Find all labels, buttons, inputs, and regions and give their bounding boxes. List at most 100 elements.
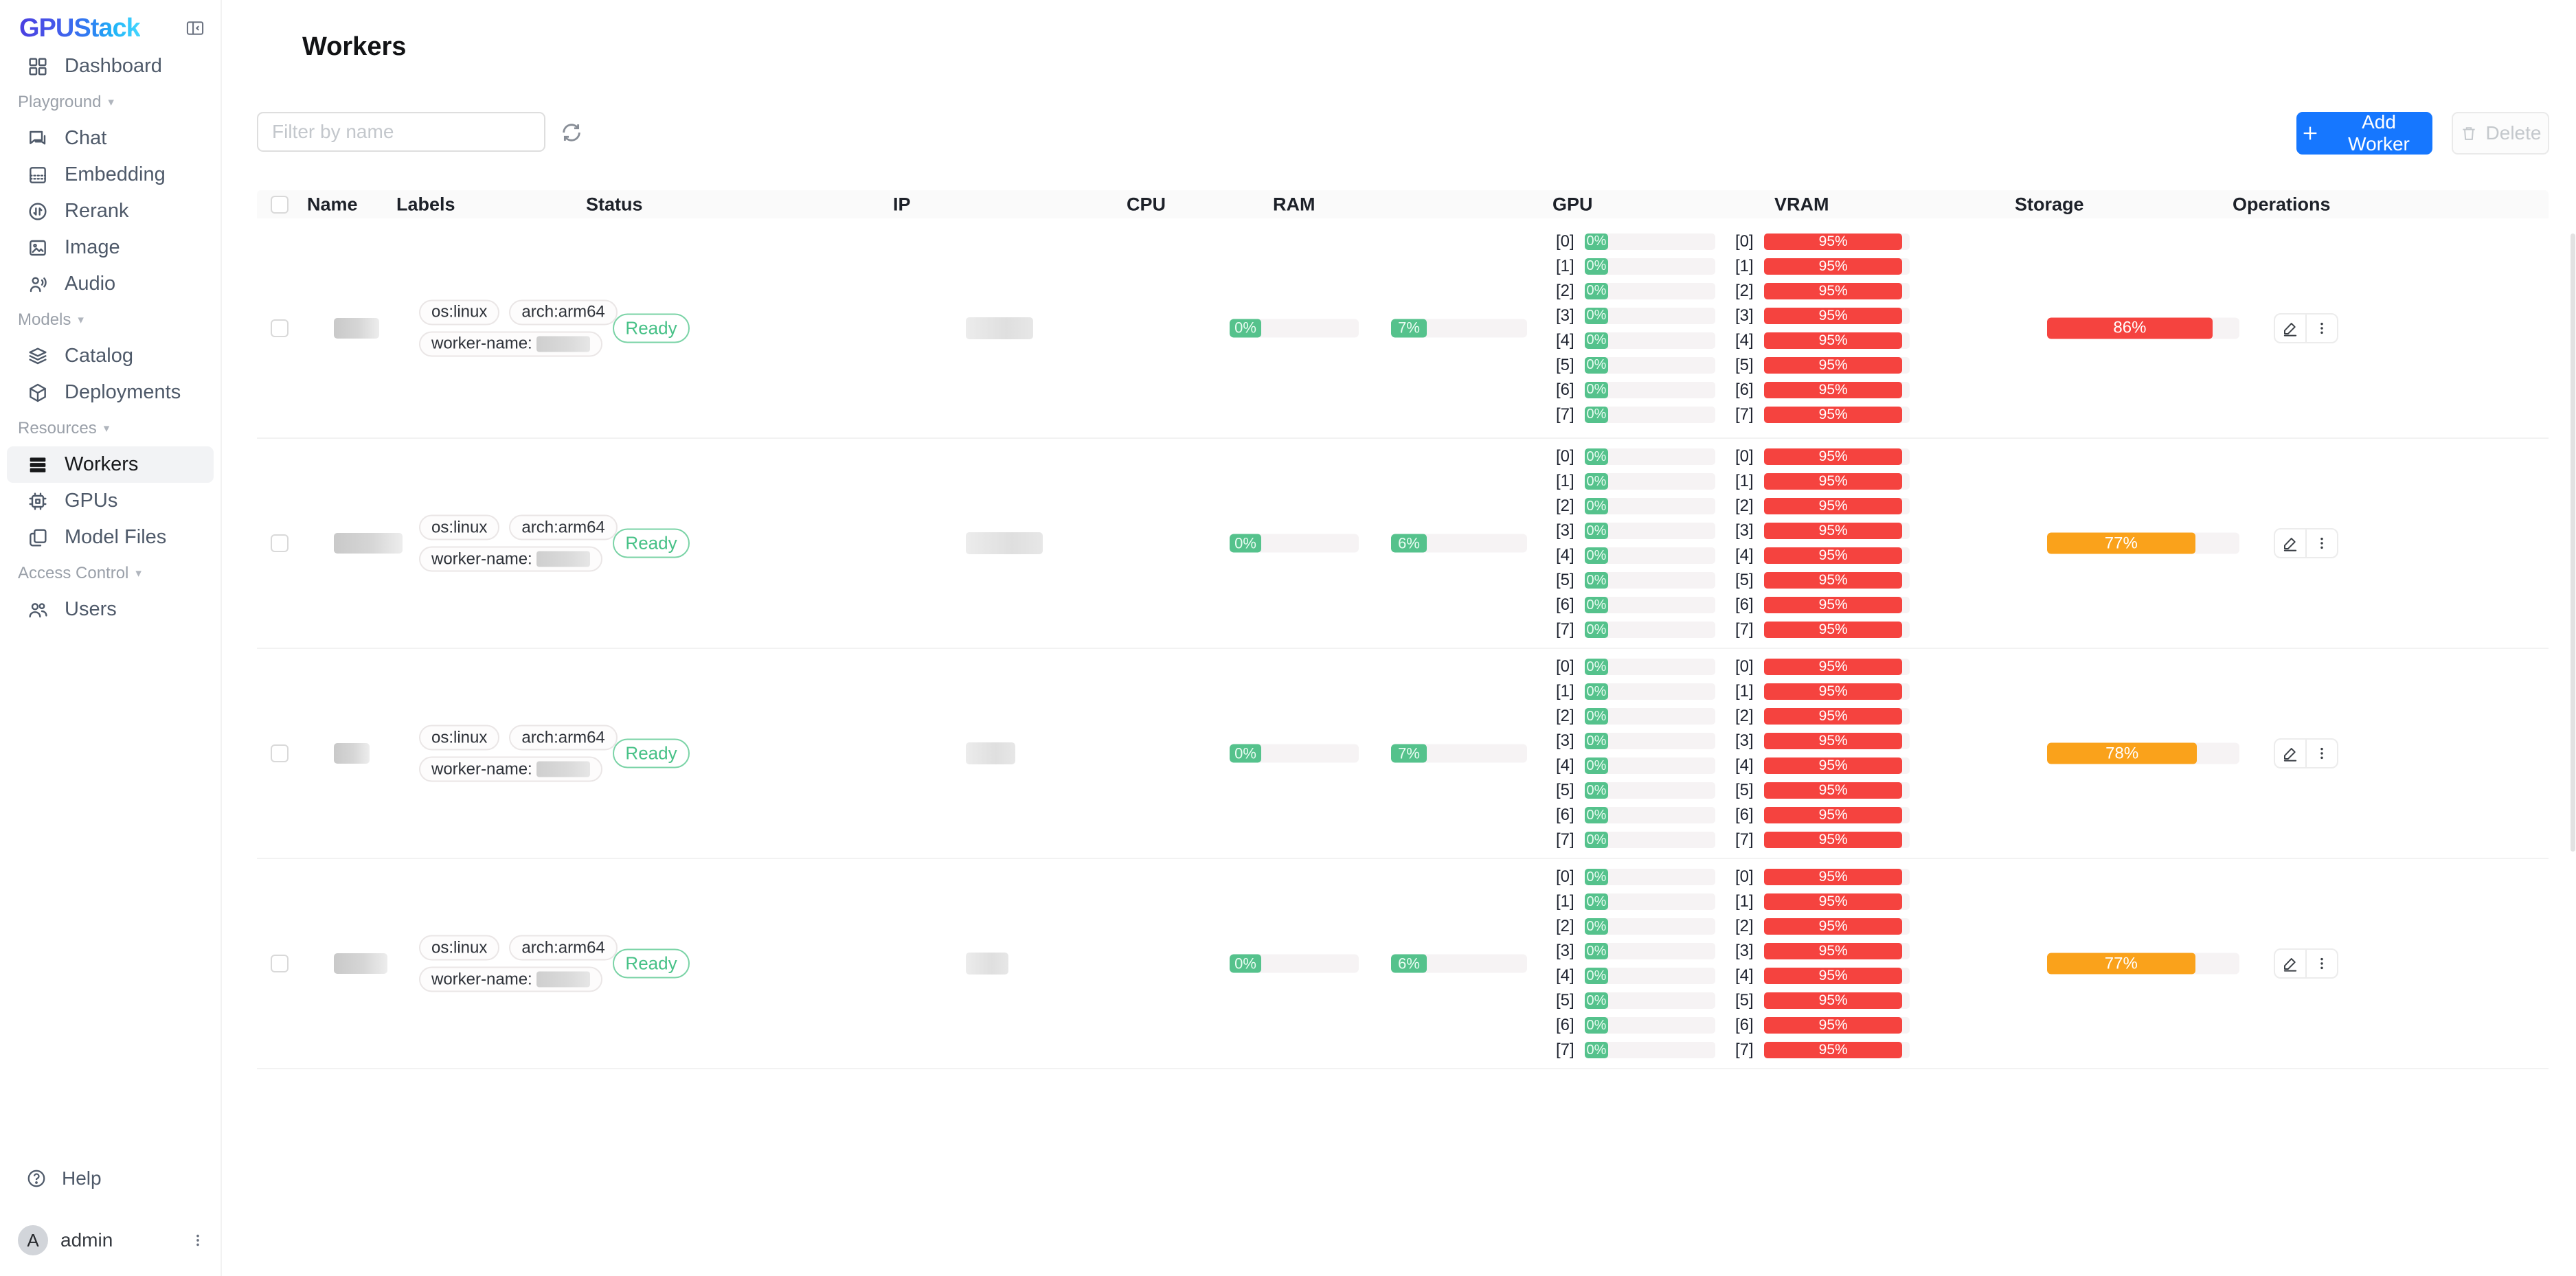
nav-section-access-control[interactable]: Access Control ▾ xyxy=(0,556,221,591)
vram-row: [6] 95% xyxy=(1735,1013,1910,1038)
caret-down-icon: ▾ xyxy=(103,422,110,435)
gpu-util-value: 0% xyxy=(1585,448,1608,465)
gpu-util-track: 0% xyxy=(1585,708,1715,725)
sidebar-item-image[interactable]: Image xyxy=(7,229,214,266)
gpu-row: [5] 0% xyxy=(1556,778,1715,803)
dashboard-icon xyxy=(26,55,49,78)
gpu-row: [0] 0% xyxy=(1556,229,1715,254)
vram-value: 95% xyxy=(1764,572,1903,589)
select-all-checkbox[interactable] xyxy=(271,195,289,214)
sidebar-item-audio[interactable]: Audio xyxy=(7,266,214,302)
sidebar-item-chat[interactable]: Chat xyxy=(7,120,214,157)
vram-track: 95% xyxy=(1764,659,1910,675)
gpu-util-track: 0% xyxy=(1585,572,1715,589)
main-content: Workers Add Worker Delete Name Labels St… xyxy=(222,0,2576,1276)
worker-name-value-redacted xyxy=(536,761,590,777)
edit-button[interactable] xyxy=(2275,950,2305,977)
status-badge: Ready xyxy=(613,313,690,343)
vram-index: [2] xyxy=(1735,917,1754,935)
sidebar-item-deployments[interactable]: Deployments xyxy=(7,374,214,411)
sidebar-item-label: Workers xyxy=(65,453,139,475)
vram-track: 95% xyxy=(1764,381,1910,398)
vram-track: 95% xyxy=(1764,757,1910,774)
ops-divider xyxy=(2305,950,2307,977)
vram-track: 95% xyxy=(1764,448,1910,465)
label-chip-text: arch:arm64 xyxy=(521,728,605,747)
vram-row: [2] 95% xyxy=(1735,279,1910,304)
more-actions-button[interactable] xyxy=(2307,740,2337,767)
row-checkbox[interactable] xyxy=(271,955,289,972)
vram-index: [3] xyxy=(1735,942,1754,960)
trash-icon xyxy=(2460,124,2478,142)
vram-track: 95% xyxy=(1764,233,1910,250)
gpu-util-track: 0% xyxy=(1585,307,1715,324)
edit-button[interactable] xyxy=(2275,315,2305,342)
gpu-util-track: 0% xyxy=(1585,1017,1715,1034)
sidebar-item-workers[interactable]: Workers xyxy=(7,446,214,483)
help-button[interactable]: Help xyxy=(7,1160,214,1196)
gpu-util-track: 0% xyxy=(1585,356,1715,374)
vram-value: 95% xyxy=(1764,356,1903,374)
filter-input[interactable] xyxy=(257,112,545,152)
nav-section-models[interactable]: Models ▾ xyxy=(0,302,221,338)
label-chip-text: os:linux xyxy=(431,518,488,536)
nav-section-resources[interactable]: Resources ▾ xyxy=(0,411,221,446)
worker-name-prefix: worker-name: xyxy=(431,549,532,568)
worker-name-redacted xyxy=(334,533,403,554)
storage-meter: 77% xyxy=(2047,953,2239,975)
vram-value: 95% xyxy=(1764,683,1903,700)
vram-value: 95% xyxy=(1764,282,1903,299)
ram-meter-value: 6% xyxy=(1391,534,1427,553)
vram-value: 95% xyxy=(1764,757,1903,774)
app-logo: GPUStack xyxy=(19,13,141,43)
ops-divider xyxy=(2305,529,2307,557)
gpu-util-track: 0% xyxy=(1585,893,1715,910)
row-checkbox[interactable] xyxy=(271,319,289,337)
sidebar-item-gpus[interactable]: GPUs xyxy=(7,483,214,519)
sidebar-item-dashboard[interactable]: Dashboard xyxy=(7,48,214,84)
gpu-row: [2] 0% xyxy=(1556,494,1715,519)
user-row[interactable]: A admin xyxy=(18,1220,208,1261)
gpu-index: [7] xyxy=(1556,405,1574,424)
vram-index: [6] xyxy=(1735,806,1754,824)
sidebar-collapse-icon[interactable] xyxy=(183,18,207,38)
sidebar-item-rerank[interactable]: Rerank xyxy=(7,193,214,229)
more-actions-button[interactable] xyxy=(2307,950,2337,977)
gpu-util-value: 0% xyxy=(1585,597,1608,613)
gpu-row: [3] 0% xyxy=(1556,519,1715,543)
label-chip-line: worker-name: xyxy=(419,331,618,356)
nav-section-playground[interactable]: Playground ▾ xyxy=(0,84,221,120)
vram-index: [4] xyxy=(1735,966,1754,985)
gpu-index: [1] xyxy=(1556,256,1574,275)
gpu-index: [4] xyxy=(1556,546,1574,565)
refresh-icon[interactable] xyxy=(558,119,585,146)
row-checkbox[interactable] xyxy=(271,744,289,762)
user-menu-icon[interactable] xyxy=(188,1231,208,1249)
add-worker-button[interactable]: Add Worker xyxy=(2296,111,2432,155)
sidebar-item-embedding[interactable]: Embedding xyxy=(7,157,214,193)
gpu-row: [4] 0% xyxy=(1556,753,1715,778)
gpu-util-track: 0% xyxy=(1585,448,1715,465)
edit-button[interactable] xyxy=(2275,529,2305,557)
gpu-index: [3] xyxy=(1556,521,1574,540)
gpu-util-value: 0% xyxy=(1585,782,1608,799)
sidebar-item-users[interactable]: Users xyxy=(7,591,214,628)
model-files-icon xyxy=(26,526,49,549)
sidebar-item-catalog[interactable]: Catalog xyxy=(7,338,214,374)
gpu-util-track: 0% xyxy=(1585,233,1715,250)
more-actions-button[interactable] xyxy=(2307,529,2337,557)
cpu-meter: 0% xyxy=(1230,954,1359,973)
delete-button[interactable]: Delete xyxy=(2452,112,2549,155)
gpu-util-track: 0% xyxy=(1585,547,1715,564)
nav-section-label: Playground xyxy=(18,93,102,111)
edit-button[interactable] xyxy=(2275,740,2305,767)
gpu-index: [7] xyxy=(1556,1040,1574,1059)
gpu-row: [0] 0% xyxy=(1556,654,1715,679)
sidebar-item-model-files[interactable]: Model Files xyxy=(7,519,214,556)
vram-track: 95% xyxy=(1764,918,1910,935)
scrollbar-thumb[interactable] xyxy=(2571,233,2575,852)
row-checkbox[interactable] xyxy=(271,534,289,552)
operations-cell xyxy=(2274,948,2338,979)
gpu-util-track: 0% xyxy=(1585,757,1715,774)
more-actions-button[interactable] xyxy=(2307,315,2337,342)
